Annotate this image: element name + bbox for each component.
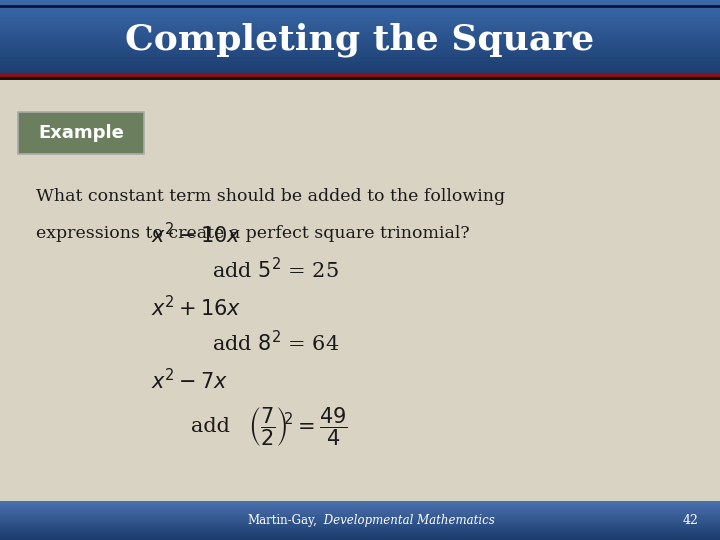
- FancyBboxPatch shape: [0, 39, 720, 40]
- FancyBboxPatch shape: [0, 46, 720, 47]
- FancyBboxPatch shape: [0, 58, 720, 59]
- FancyBboxPatch shape: [0, 20, 720, 21]
- FancyBboxPatch shape: [0, 1, 720, 2]
- FancyBboxPatch shape: [0, 42, 720, 43]
- FancyBboxPatch shape: [0, 49, 720, 50]
- FancyBboxPatch shape: [0, 18, 720, 19]
- Text: $x^2 - 7x$: $x^2 - 7x$: [151, 368, 228, 393]
- FancyBboxPatch shape: [0, 14, 720, 15]
- FancyBboxPatch shape: [0, 62, 720, 63]
- Text: What constant term should be added to the following: What constant term should be added to th…: [36, 187, 505, 205]
- FancyBboxPatch shape: [0, 59, 720, 60]
- FancyBboxPatch shape: [0, 36, 720, 37]
- FancyBboxPatch shape: [0, 17, 720, 18]
- FancyBboxPatch shape: [0, 47, 720, 48]
- FancyBboxPatch shape: [0, 71, 720, 72]
- FancyBboxPatch shape: [0, 30, 720, 31]
- FancyBboxPatch shape: [0, 64, 720, 65]
- FancyBboxPatch shape: [0, 28, 720, 29]
- Text: Developmental Mathematics: Developmental Mathematics: [320, 514, 495, 527]
- FancyBboxPatch shape: [0, 0, 720, 1]
- FancyBboxPatch shape: [0, 52, 720, 53]
- FancyBboxPatch shape: [0, 8, 720, 9]
- FancyBboxPatch shape: [0, 60, 720, 62]
- FancyBboxPatch shape: [0, 44, 720, 45]
- FancyBboxPatch shape: [0, 77, 720, 78]
- FancyBboxPatch shape: [0, 67, 720, 68]
- FancyBboxPatch shape: [0, 9, 720, 10]
- FancyBboxPatch shape: [0, 79, 720, 80]
- FancyBboxPatch shape: [0, 29, 720, 30]
- FancyBboxPatch shape: [0, 63, 720, 64]
- FancyBboxPatch shape: [0, 31, 720, 32]
- Text: Martin-Gay,: Martin-Gay,: [247, 514, 317, 527]
- FancyBboxPatch shape: [0, 10, 720, 11]
- FancyBboxPatch shape: [0, 73, 720, 75]
- FancyBboxPatch shape: [0, 15, 720, 16]
- FancyBboxPatch shape: [0, 65, 720, 66]
- FancyBboxPatch shape: [0, 56, 720, 57]
- FancyBboxPatch shape: [0, 11, 720, 12]
- FancyBboxPatch shape: [0, 57, 720, 58]
- FancyBboxPatch shape: [0, 70, 720, 71]
- FancyBboxPatch shape: [0, 5, 720, 6]
- FancyBboxPatch shape: [0, 78, 720, 79]
- FancyBboxPatch shape: [0, 24, 720, 25]
- FancyBboxPatch shape: [0, 7, 720, 8]
- FancyBboxPatch shape: [0, 53, 720, 55]
- FancyBboxPatch shape: [0, 4, 720, 5]
- FancyBboxPatch shape: [0, 40, 720, 42]
- Text: $\left(\dfrac{7}{2}\right)^{\!\!2} = \dfrac{49}{4}$: $\left(\dfrac{7}{2}\right)^{\!\!2} = \df…: [248, 405, 348, 448]
- FancyBboxPatch shape: [0, 26, 720, 27]
- FancyBboxPatch shape: [0, 13, 720, 14]
- FancyBboxPatch shape: [0, 48, 720, 49]
- FancyBboxPatch shape: [0, 68, 720, 69]
- Text: add $8^2$ = 64: add $8^2$ = 64: [212, 330, 340, 355]
- FancyBboxPatch shape: [0, 16, 720, 17]
- FancyBboxPatch shape: [0, 66, 720, 67]
- FancyBboxPatch shape: [0, 23, 720, 24]
- FancyBboxPatch shape: [0, 50, 720, 51]
- FancyBboxPatch shape: [0, 45, 720, 46]
- FancyBboxPatch shape: [0, 32, 720, 33]
- FancyBboxPatch shape: [0, 33, 720, 35]
- Text: expressions to create a perfect square trinomial?: expressions to create a perfect square t…: [36, 225, 469, 242]
- FancyBboxPatch shape: [0, 25, 720, 26]
- Text: $x^2 + 16x$: $x^2 + 16x$: [151, 295, 242, 320]
- Text: Completing the Square: Completing the Square: [125, 23, 595, 57]
- Text: add: add: [191, 417, 230, 436]
- FancyBboxPatch shape: [0, 43, 720, 44]
- FancyBboxPatch shape: [0, 76, 720, 77]
- FancyBboxPatch shape: [0, 37, 720, 38]
- FancyBboxPatch shape: [0, 21, 720, 22]
- FancyBboxPatch shape: [0, 75, 720, 76]
- FancyBboxPatch shape: [0, 72, 720, 73]
- FancyBboxPatch shape: [18, 112, 144, 154]
- Text: add $5^2$ = 25: add $5^2$ = 25: [212, 258, 339, 282]
- Text: Example: Example: [38, 124, 124, 143]
- Text: $x^2 - 10x$: $x^2 - 10x$: [151, 222, 242, 247]
- FancyBboxPatch shape: [0, 38, 720, 39]
- FancyBboxPatch shape: [0, 51, 720, 52]
- FancyBboxPatch shape: [0, 27, 720, 28]
- Text: 42: 42: [683, 514, 698, 527]
- FancyBboxPatch shape: [0, 3, 720, 4]
- FancyBboxPatch shape: [0, 22, 720, 23]
- FancyBboxPatch shape: [0, 6, 720, 7]
- FancyBboxPatch shape: [0, 19, 720, 20]
- FancyBboxPatch shape: [0, 35, 720, 36]
- FancyBboxPatch shape: [0, 69, 720, 70]
- FancyBboxPatch shape: [0, 55, 720, 56]
- FancyBboxPatch shape: [0, 2, 720, 3]
- FancyBboxPatch shape: [0, 12, 720, 13]
